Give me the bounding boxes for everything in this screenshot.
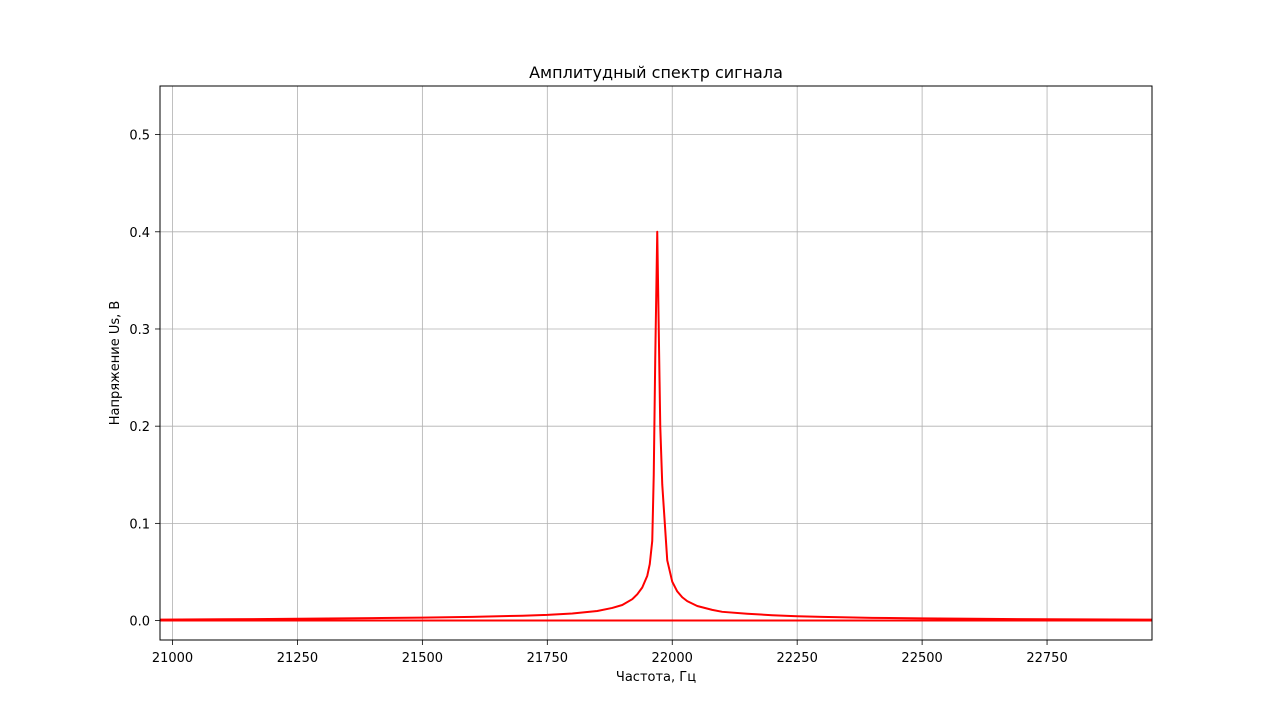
x-tick-label: 21250 <box>277 651 318 666</box>
series-layer <box>160 230 1152 622</box>
ticks: 21000 21250 21500 21750 22000 22250 22500 22750… <box>129 129 1067 666</box>
spectrum-line <box>160 230 1152 621</box>
x-tick-label: 21000 <box>152 651 193 666</box>
plot-frame <box>159 85 1153 641</box>
x-tick-label: 21500 <box>402 651 443 666</box>
y-tick-label: 0.2 <box>129 420 150 435</box>
x-tick-label: 22000 <box>652 651 693 666</box>
y-tick-label: 0.1 <box>129 517 150 532</box>
x-tick-label: 21750 <box>527 651 568 666</box>
y-tick-label: 0.0 <box>129 615 150 630</box>
chart-title: Амплитудный спектр сигнала <box>529 63 783 82</box>
y-tick-label: 0.3 <box>129 323 150 338</box>
x-tick-label: 22750 <box>1026 651 1067 666</box>
y-tick-label: 0.4 <box>129 226 150 241</box>
y-tick-label: 0.5 <box>129 129 150 144</box>
grid <box>160 86 1152 640</box>
x-tick-label: 22250 <box>776 651 817 666</box>
x-axis-label: Частота, Гц <box>616 670 696 685</box>
y-axis-label: Напряжение Us, В <box>108 301 123 426</box>
x-tick-label: 22500 <box>901 651 942 666</box>
